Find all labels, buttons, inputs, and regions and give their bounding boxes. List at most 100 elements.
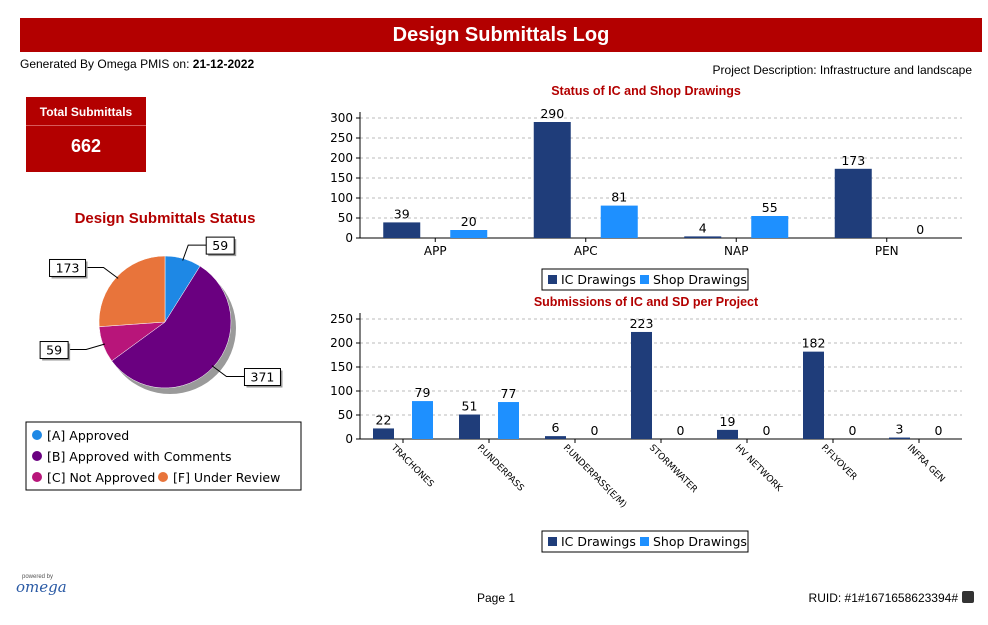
bar-legend-label: Shop Drawings bbox=[653, 534, 747, 549]
x-tick-label: INFRA GEN bbox=[905, 443, 947, 485]
pie-slice bbox=[98, 255, 166, 327]
bar-data-label: 182 bbox=[802, 336, 826, 351]
bar-legend-marker bbox=[640, 537, 649, 546]
bar-data-label: 3 bbox=[896, 422, 904, 437]
bar bbox=[600, 205, 638, 238]
pie-chart-title: Design Submittals Status bbox=[74, 210, 256, 227]
bar-data-label: 0 bbox=[916, 222, 924, 237]
pie-legend-label: [B] Approved with Comments bbox=[47, 449, 231, 464]
bar-data-label: 77 bbox=[501, 386, 517, 401]
pie-label-box bbox=[243, 368, 281, 387]
pie-data-label: 59 bbox=[46, 343, 62, 358]
project-description: Project Description: Infrastructure and … bbox=[712, 63, 972, 77]
x-tick-label: P.UNDERPASS bbox=[475, 443, 526, 494]
page-number: Page 1 bbox=[477, 591, 516, 605]
pie-leader-line bbox=[68, 343, 106, 351]
bar-data-label: 290 bbox=[540, 106, 564, 121]
pie-legend-marker bbox=[158, 472, 168, 482]
pie-legend-label: [F] Under Review bbox=[173, 470, 280, 485]
bar bbox=[533, 122, 571, 238]
bar-data-label: 0 bbox=[849, 423, 857, 438]
y-tick-label: 50 bbox=[338, 408, 353, 422]
bar-chart-title: Status of IC and Shop Drawings bbox=[551, 84, 741, 98]
y-tick-label: 300 bbox=[330, 111, 353, 125]
qr-icon bbox=[962, 591, 974, 603]
pie-label-box bbox=[49, 258, 87, 277]
x-tick-label: PEN bbox=[875, 244, 899, 258]
x-tick-label: STORMWATER bbox=[647, 443, 699, 495]
pie-legend-label: [A] Approved bbox=[47, 428, 129, 443]
bar bbox=[631, 331, 652, 439]
bar-legend-label: IC Drawings bbox=[561, 272, 636, 287]
pie-legend-label: [C] Not Approved bbox=[47, 470, 155, 485]
bar-data-label: 79 bbox=[415, 385, 431, 400]
pie-data-label: 371 bbox=[251, 370, 275, 385]
omega-logo: powered by omega bbox=[16, 574, 67, 608]
pie-legend-marker bbox=[32, 472, 42, 482]
bar bbox=[751, 216, 789, 238]
bar-data-label: 0 bbox=[591, 423, 599, 438]
bar bbox=[545, 436, 566, 439]
total-submittals-card: Total Submittals 662 bbox=[26, 97, 146, 172]
bar bbox=[834, 168, 872, 238]
bar bbox=[383, 222, 421, 238]
bar-data-label: 0 bbox=[935, 423, 943, 438]
bar-data-label: 6 bbox=[552, 420, 560, 435]
generated-label: Generated By Omega PMIS on: bbox=[20, 57, 193, 71]
x-tick-label: APP bbox=[424, 244, 447, 258]
bar-data-label: 0 bbox=[763, 423, 771, 438]
pie-label-box bbox=[39, 341, 69, 360]
bar-legend-marker bbox=[548, 275, 557, 284]
bar-data-label: 55 bbox=[762, 200, 778, 215]
bar bbox=[498, 402, 519, 439]
bar bbox=[459, 414, 480, 439]
x-tick-label: TRACHONES bbox=[388, 442, 435, 489]
bar bbox=[889, 437, 910, 439]
logo-omega: omega bbox=[16, 578, 67, 596]
y-tick-label: 50 bbox=[338, 211, 353, 225]
report-title: Design Submittals Log bbox=[20, 18, 982, 52]
x-tick-label: APC bbox=[574, 244, 598, 258]
bar bbox=[717, 429, 738, 439]
logo-powered-by: powered by bbox=[22, 574, 54, 580]
generated-date: 21-12-2022 bbox=[192, 57, 255, 71]
y-tick-label: 250 bbox=[330, 312, 353, 326]
bar-legend-marker bbox=[640, 275, 649, 284]
bar bbox=[803, 351, 824, 439]
y-tick-label: 200 bbox=[330, 151, 353, 165]
pie-data-label: 173 bbox=[56, 260, 80, 275]
bar-legend-label: Shop Drawings bbox=[653, 272, 747, 287]
generated-info: Generated By Omega PMIS on: 21-12-2022 bbox=[20, 57, 254, 71]
bar-data-label: 19 bbox=[720, 414, 736, 429]
total-submittals-label: Total Submittals bbox=[26, 97, 146, 126]
y-tick-label: 0 bbox=[345, 231, 353, 245]
bar-data-label: 223 bbox=[630, 316, 654, 331]
bar-data-label: 81 bbox=[611, 190, 627, 205]
x-tick-label: HV NETWORK bbox=[733, 443, 785, 495]
pie-leader-line bbox=[182, 244, 207, 261]
bar-chart-title: Submissions of IC and SD per Project bbox=[534, 295, 759, 309]
y-tick-label: 150 bbox=[330, 360, 353, 374]
x-tick-label: NAP bbox=[724, 244, 748, 258]
pie-leader-line bbox=[211, 365, 245, 378]
bar bbox=[450, 230, 488, 238]
pie-data-label: 59 bbox=[212, 238, 228, 253]
x-tick-label: P.FLYOVER bbox=[819, 443, 859, 483]
total-submittals-value: 662 bbox=[70, 136, 102, 156]
bar-data-label: 22 bbox=[376, 412, 392, 427]
bar bbox=[684, 236, 722, 238]
pie-legend-marker bbox=[32, 430, 42, 440]
x-tick-label: P.UNDERPASS(E/M) bbox=[561, 443, 628, 510]
bar-data-label: 20 bbox=[461, 214, 477, 229]
bar-legend-label: IC Drawings bbox=[561, 534, 636, 549]
bar-legend-marker bbox=[548, 537, 557, 546]
bar bbox=[373, 428, 394, 439]
pie-label-box bbox=[205, 236, 235, 255]
y-tick-label: 250 bbox=[330, 131, 353, 145]
bar-data-label: 4 bbox=[699, 220, 707, 235]
bar-data-label: 51 bbox=[462, 399, 478, 414]
pie-leader-line bbox=[85, 266, 119, 279]
ruid: RUID: #1#1671658623394# bbox=[808, 591, 958, 605]
bar-data-label: 0 bbox=[677, 423, 685, 438]
